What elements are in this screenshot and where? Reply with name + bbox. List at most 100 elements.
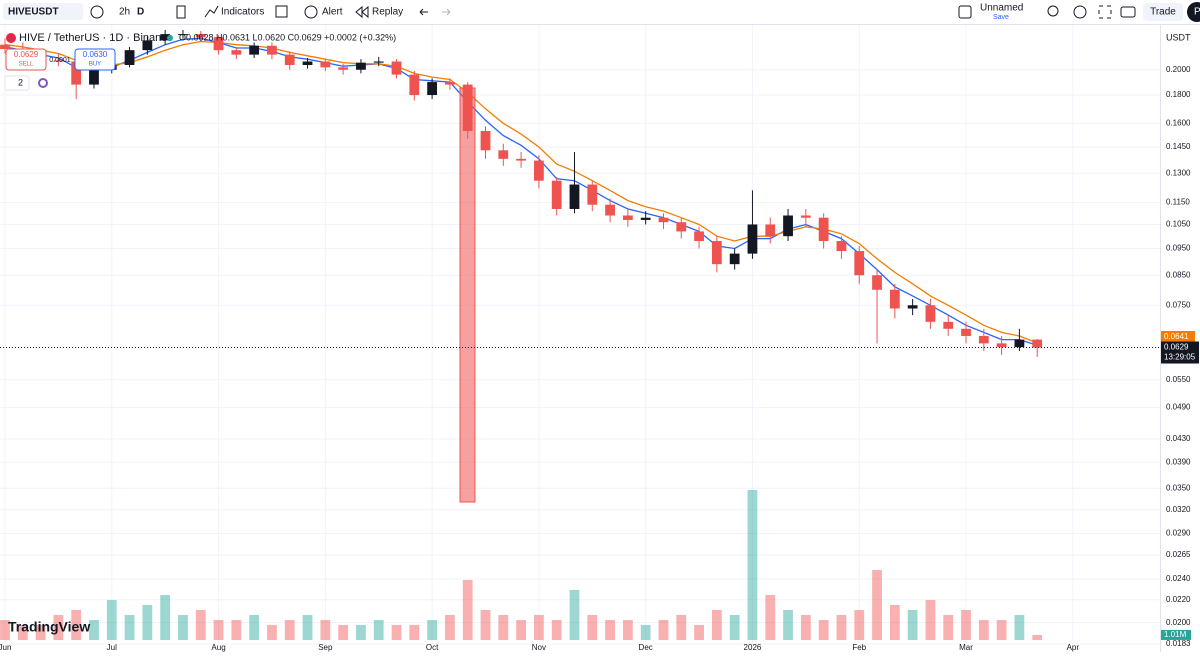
buy-price[interactable]: 0.0630 bbox=[83, 50, 108, 59]
sell-button[interactable] bbox=[5, 48, 47, 71]
avatar[interactable] bbox=[1187, 2, 1200, 22]
volume-bar bbox=[249, 615, 260, 640]
volume-bar bbox=[320, 620, 331, 640]
indicator-count[interactable]: 2 bbox=[18, 77, 23, 87]
candle-body bbox=[943, 321, 954, 329]
candle-body bbox=[498, 150, 509, 159]
y-tick-label: 0.0265 bbox=[1166, 550, 1191, 559]
market-status bbox=[167, 35, 173, 41]
candle-body bbox=[1014, 339, 1025, 348]
symbol-search[interactable] bbox=[3, 3, 83, 20]
avatar-letter[interactable]: P bbox=[1194, 7, 1200, 18]
volume-bar bbox=[142, 605, 153, 640]
x-tick-label: Apr bbox=[1067, 643, 1080, 652]
layout-checkbox[interactable] bbox=[958, 5, 972, 19]
countdown: 13:29:05 bbox=[1164, 353, 1196, 362]
candle-body bbox=[249, 45, 260, 55]
volume-bar bbox=[872, 570, 882, 640]
candle-body bbox=[0, 44, 10, 50]
undo-button[interactable] bbox=[419, 8, 428, 16]
settings-button[interactable] bbox=[1073, 5, 1087, 19]
candle-body bbox=[320, 61, 331, 68]
volume-bar bbox=[996, 620, 1007, 640]
y-tick-label: 0.0550 bbox=[1166, 375, 1191, 384]
candle-body bbox=[800, 215, 811, 218]
volume-bar bbox=[640, 625, 651, 640]
replay-icon bbox=[355, 5, 369, 19]
redo-button[interactable] bbox=[442, 8, 451, 16]
sell-label[interactable]: SELL bbox=[19, 62, 34, 68]
save-label[interactable]: Save bbox=[993, 14, 1009, 21]
candle-body bbox=[872, 275, 882, 290]
y-tick-label: 0.0750 bbox=[1166, 300, 1191, 309]
alert-button[interactable]: Alert bbox=[322, 7, 343, 18]
indicator-toggle[interactable] bbox=[4, 75, 30, 91]
y-tick-label: 0.0220 bbox=[1166, 595, 1191, 604]
volume-bar bbox=[445, 615, 455, 640]
y-tick-label: 0.0390 bbox=[1166, 457, 1191, 466]
chart-type-button[interactable] bbox=[176, 5, 186, 19]
indicators-icon bbox=[204, 5, 219, 18]
snapshot-button[interactable] bbox=[1120, 6, 1136, 18]
fullscreen-button[interactable] bbox=[1098, 5, 1112, 19]
volume-bar bbox=[676, 615, 687, 640]
replay-button[interactable]: Replay bbox=[372, 7, 403, 18]
volume-bar bbox=[338, 625, 349, 640]
volume-bar bbox=[943, 615, 954, 640]
price-tag-label: 0.0641 bbox=[1164, 332, 1189, 341]
sell-price[interactable]: 0.0629 bbox=[14, 50, 39, 59]
volume-tag bbox=[1161, 629, 1191, 640]
search-button[interactable] bbox=[1047, 5, 1059, 17]
candle-body bbox=[427, 82, 438, 96]
y-tick-label: 0.1050 bbox=[1166, 220, 1191, 229]
x-tick-label: Sep bbox=[318, 643, 333, 652]
candle-body bbox=[302, 61, 313, 65]
moving-average bbox=[4, 37, 1038, 346]
legend-pair: HIVE / TetherUS · 1D · Binance bbox=[19, 32, 173, 44]
x-tick-label: Dec bbox=[639, 643, 653, 652]
volume-bar bbox=[213, 620, 224, 640]
volume-bar bbox=[533, 615, 544, 640]
y-tick-label: 0.0240 bbox=[1166, 574, 1191, 583]
volume-bar bbox=[569, 590, 580, 640]
candle-body bbox=[142, 40, 153, 51]
volume-bar bbox=[480, 610, 491, 640]
volume-bar bbox=[836, 615, 847, 640]
volume-bar bbox=[800, 615, 811, 640]
trade-button-bg[interactable] bbox=[1143, 3, 1183, 21]
indicator-icon[interactable] bbox=[38, 78, 48, 88]
buy-button[interactable] bbox=[74, 48, 116, 71]
candle-body bbox=[925, 305, 936, 322]
y-tick-label: 0.2000 bbox=[1166, 65, 1191, 74]
volume-bar bbox=[516, 620, 526, 640]
buy-label[interactable]: BUY bbox=[89, 62, 101, 68]
candle-body bbox=[89, 69, 99, 85]
candle-body bbox=[694, 231, 704, 242]
candle-body bbox=[533, 160, 544, 181]
interval-mode[interactable]: D bbox=[137, 7, 144, 18]
volume-bar bbox=[89, 620, 99, 640]
volume-bar bbox=[889, 605, 900, 640]
volume-bar bbox=[711, 610, 722, 640]
trade-button[interactable]: Trade bbox=[1150, 7, 1176, 18]
symbol[interactable]: HIVEUSDT bbox=[8, 7, 59, 18]
volume-bar bbox=[605, 620, 615, 640]
layout-name[interactable]: Unnamed bbox=[980, 3, 1023, 14]
brand[interactable]: TradingView bbox=[8, 619, 90, 635]
axis-unit[interactable]: USDT bbox=[1166, 32, 1191, 42]
templates-button[interactable] bbox=[275, 5, 288, 18]
y-tick-label: 0.0490 bbox=[1166, 403, 1191, 412]
compare-button[interactable] bbox=[90, 5, 104, 19]
price-tag bbox=[1161, 341, 1199, 364]
candle-body bbox=[178, 34, 188, 36]
y-tick-label: 0.1600 bbox=[1166, 118, 1191, 127]
volume-bar bbox=[551, 620, 562, 640]
candle-body bbox=[391, 61, 402, 75]
volume-tag-label: 1.01M bbox=[1164, 630, 1187, 639]
indicators-button[interactable]: Indicators bbox=[221, 7, 264, 18]
candle-body bbox=[640, 217, 651, 220]
x-tick-label: Oct bbox=[426, 643, 439, 652]
candle-body bbox=[854, 251, 865, 276]
interval[interactable]: 2h bbox=[119, 7, 130, 18]
volume-bar bbox=[498, 615, 509, 640]
